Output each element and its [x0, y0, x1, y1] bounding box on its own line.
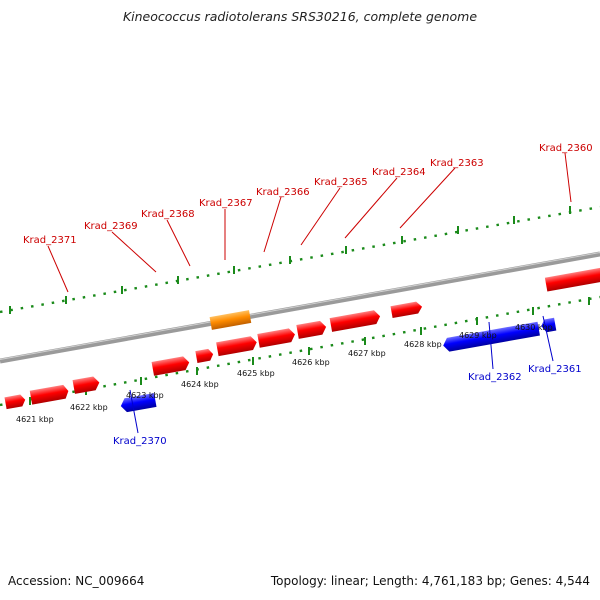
lower-callout-lines — [129, 315, 554, 434]
gene-label-krad-2370[interactable]: Krad_2370 — [113, 436, 167, 447]
ruler-label-4628: 4628 kbp — [404, 340, 442, 349]
gene-label-krad-2368[interactable]: Krad_2368 — [141, 209, 195, 220]
upper-dotted-track — [0, 205, 600, 314]
gene-label-krad-2365[interactable]: Krad_2365 — [314, 177, 368, 188]
gene-label-krad-2364[interactable]: Krad_2364 — [372, 167, 426, 178]
reverse-gene-arrow-3[interactable] — [540, 317, 557, 333]
gene-arrow-highlight[interactable] — [209, 310, 252, 330]
gene-arrow-11[interactable] — [544, 266, 600, 292]
reverse-gene-arrow-2[interactable] — [442, 321, 540, 353]
reverse-gene-arrow-1[interactable] — [120, 393, 157, 413]
ruler-label-4624: 4624 kbp — [181, 380, 219, 389]
gene-label-krad-2367[interactable]: Krad_2367 — [199, 198, 253, 209]
gene-arrow-5[interactable] — [195, 348, 214, 363]
lower-track-ticks — [29, 297, 590, 405]
reverse-genes — [120, 317, 557, 413]
ruler-label-4627: 4627 kbp — [348, 349, 386, 358]
gene-label-krad-2366[interactable]: Krad_2366 — [256, 187, 310, 198]
gene-label-krad-2369[interactable]: Krad_2369 — [84, 221, 138, 232]
genome-backbone-highlight — [0, 252, 600, 360]
ruler-label-4623: 4623 kbp — [126, 391, 164, 400]
lower-dotted-track — [0, 295, 600, 407]
ruler-labels: 4621 kbp 4622 kbp 4623 kbp 4624 kbp 4625… — [16, 323, 553, 424]
ruler-label-4626: 4626 kbp — [292, 358, 330, 367]
gene-labels: Krad_2371 Krad_2369 Krad_2368 Krad_2367 … — [23, 143, 593, 447]
ruler-label-4630: 4630 kbp — [515, 323, 553, 332]
upper-track-ticks — [9, 206, 571, 314]
gene-arrow-10[interactable] — [390, 301, 423, 319]
gene-arrow-6[interactable] — [216, 335, 258, 357]
map-title: Kineococcus radiotolerans SRS30216, comp… — [122, 9, 478, 24]
gene-label-krad-2361[interactable]: Krad_2361 — [528, 364, 582, 375]
gene-label-krad-2360[interactable]: Krad_2360 — [539, 143, 593, 154]
highlighted-gene — [209, 310, 252, 330]
gene-label-krad-2363[interactable]: Krad_2363 — [430, 158, 484, 169]
gene-arrow-9[interactable] — [329, 309, 382, 332]
gene-arrow-7[interactable] — [257, 328, 296, 348]
gene-label-krad-2362[interactable]: Krad_2362 — [468, 372, 522, 383]
ruler-label-4621: 4621 kbp — [16, 415, 54, 424]
forward-genes — [4, 266, 600, 410]
gene-label-krad-2371[interactable]: Krad_2371 — [23, 235, 77, 246]
gene-arrow-3[interactable] — [72, 376, 101, 394]
gene-arrow-8[interactable] — [296, 320, 327, 339]
genome-backbone — [0, 251, 600, 364]
gene-arrow-2[interactable] — [29, 384, 70, 405]
ruler-label-4629: 4629 kbp — [459, 331, 497, 340]
gene-arrow-4[interactable] — [151, 356, 191, 376]
accession-label: Accession: NC_009664 — [8, 574, 145, 588]
ruler-label-4625: 4625 kbp — [237, 369, 275, 378]
ruler-label-4622: 4622 kbp — [70, 403, 108, 412]
genome-summary: Topology: linear; Length: 4,761,183 bp; … — [270, 574, 590, 588]
gene-arrow-1[interactable] — [4, 394, 26, 410]
upper-callout-lines — [47, 152, 572, 293]
